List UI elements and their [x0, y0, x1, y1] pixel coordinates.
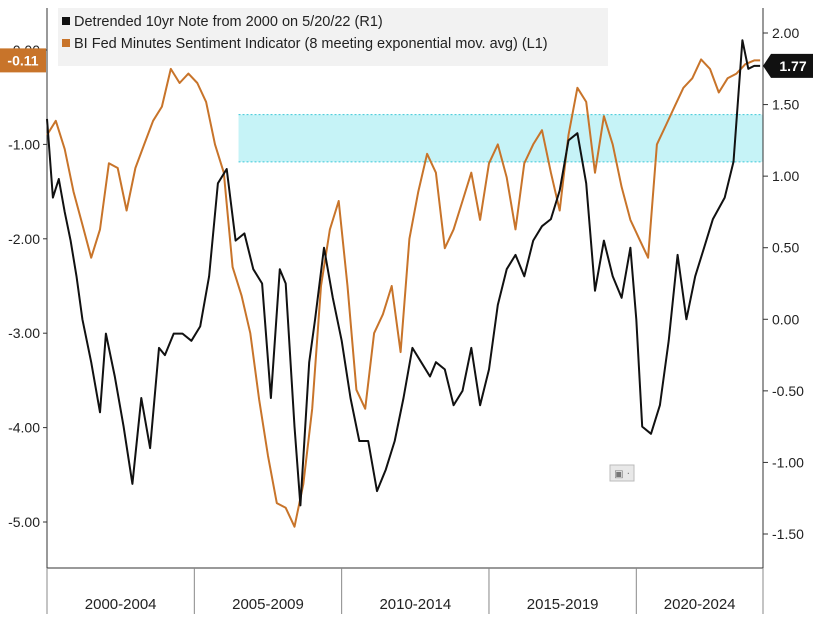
left-value-badge	[0, 48, 46, 73]
left-value-badge-text: -0.11	[7, 52, 38, 68]
x-category-label: 2015-2019	[527, 596, 599, 613]
right-tick-label: -0.50	[772, 383, 804, 399]
right-value-badge	[763, 53, 813, 78]
legend-label: BI Fed Minutes Sentiment Indicator (8 me…	[74, 36, 548, 52]
legend-swatch	[62, 17, 70, 25]
value-badges: -0.11 1.77	[0, 48, 813, 78]
right-tick-label: 0.00	[772, 311, 799, 327]
chart-options-icon: ▣ ·	[614, 469, 630, 480]
x-category-label: 2000-2004	[85, 596, 157, 613]
legend: Detrended 10yr Note from 2000 on 5/20/22…	[58, 8, 608, 66]
right-value-badge-text: 1.77	[779, 58, 806, 74]
left-tick-label: -4.00	[8, 420, 40, 436]
right-tick-label: 1.00	[772, 168, 799, 184]
chart-options-button	[609, 464, 635, 482]
chart-option-layer: ▣ ·	[609, 464, 635, 482]
sentiment-series-line	[46, 58, 761, 528]
right-tick-label: 1.50	[772, 97, 799, 113]
x-category-label: 2005-2009	[232, 596, 304, 613]
axes-layer: 0.00 -1.00 -2.00 -3.00 -4.00 -5.00 2.00 1.50 1.0…	[8, 8, 804, 614]
x-category-label: 2010-2014	[379, 596, 451, 613]
legend-background	[58, 8, 608, 66]
right-tick-label: -1.00	[772, 454, 804, 470]
left-tick-label: -1.00	[8, 136, 40, 152]
left-tick-label: -3.00	[8, 325, 40, 341]
right-tick-label: 2.00	[772, 25, 799, 41]
legend-swatch	[62, 39, 70, 47]
note-series-line	[46, 39, 761, 507]
series-layer	[46, 39, 761, 528]
x-category-label: 2020-2024	[664, 596, 736, 613]
right-tick-label: 0.50	[772, 240, 799, 256]
left-tick-label: -2.00	[8, 231, 40, 247]
right-tick-label: -1.50	[772, 526, 804, 542]
legend-label: Detrended 10yr Note from 2000 on 5/20/22…	[74, 14, 383, 30]
left-tick-label: -5.00	[8, 514, 40, 530]
